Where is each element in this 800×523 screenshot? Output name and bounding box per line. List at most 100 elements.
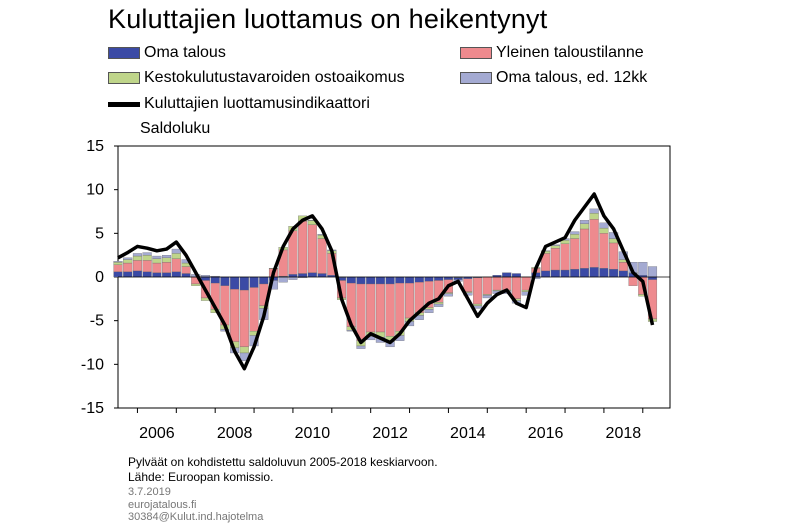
bar-kesto: [434, 302, 444, 305]
bar-yleinen: [123, 262, 133, 272]
x-tick-label: 2014: [450, 425, 486, 442]
bar-yleinen: [570, 238, 580, 270]
chart-title: Kuluttajien luottamus on heikentynyt: [108, 4, 548, 34]
bar-oma: [356, 276, 366, 285]
legend-swatch-oma-talous-12kk: [460, 72, 492, 84]
bar-oma12: [647, 266, 658, 278]
footer-source: Lähde: Euroopan komissio.: [128, 470, 274, 484]
bar-oma: [210, 276, 220, 284]
bar-oma: [181, 273, 191, 278]
bar-oma: [123, 271, 133, 278]
series-line-luottamusindikaattori: [117, 192, 655, 371]
bar-kesto: [599, 227, 609, 234]
bar-oma12: [638, 262, 648, 276]
legend-label-oma-talous-12kk: Oma talous, ed. 12kk: [496, 69, 648, 86]
footer-note: Pylväät on kohdistettu saldoluvun 2005-2…: [128, 455, 438, 469]
bar-yleinen: [375, 283, 385, 333]
bar-oma: [560, 269, 570, 278]
bar-oma: [375, 276, 385, 285]
bar-oma: [171, 271, 181, 278]
bar-oma: [589, 267, 599, 278]
bar-kesto: [579, 223, 590, 230]
bar-oma: [599, 268, 609, 278]
bar-kesto: [239, 346, 249, 354]
y-tick-label: 10: [86, 182, 104, 199]
bar-yleinen: [560, 243, 570, 271]
legend-swatch-yleinen-taloustilanne: [460, 47, 492, 59]
legend-label-yleinen-taloustilanne: Yleinen taloustilanne: [496, 44, 644, 61]
bar-yleinen: [132, 260, 142, 272]
bar-yleinen: [385, 283, 395, 337]
bar-oma: [434, 276, 444, 281]
bar-yleinen: [609, 242, 619, 270]
chart-legend: Oma talous Yleinen taloustilanne Kestoku…: [108, 44, 708, 122]
legend-item-yleinen-taloustilanne: Yleinen taloustilanne: [460, 44, 644, 62]
bar-oma: [317, 273, 327, 278]
bar-oma: [550, 269, 560, 278]
bar-yleinen: [618, 262, 628, 272]
bar-kesto: [132, 255, 142, 261]
bar-yleinen: [550, 248, 560, 271]
bar-oma: [385, 276, 395, 285]
bar-oma: [414, 276, 424, 283]
bar-yleinen: [230, 289, 240, 342]
legend-label-luottamusindikaattori: Kuluttajien luottamusindikaattori: [144, 95, 370, 112]
bar-oma: [239, 276, 249, 291]
x-tick-label: 2010: [295, 425, 331, 442]
bar-oma: [220, 276, 230, 286]
bar-yleinen: [599, 233, 609, 269]
bar-kesto: [171, 253, 181, 259]
legend-item-oma-talous-12kk: Oma talous, ed. 12kk: [460, 69, 647, 87]
bar-yleinen: [589, 219, 599, 268]
bar-oma12: [132, 253, 142, 257]
x-tick-label: 2018: [606, 425, 642, 442]
bar-yleinen: [152, 262, 162, 273]
bar-oma: [200, 276, 210, 281]
bar-oma: [307, 272, 317, 278]
y-unit-label: Saldoluku: [140, 120, 211, 137]
bar-kesto: [191, 283, 201, 286]
bar-kesto: [589, 213, 599, 220]
x-tick-label: 2016: [528, 425, 564, 442]
y-tick-label: 5: [95, 225, 104, 242]
bar-yleinen: [113, 264, 123, 272]
bar-oma: [366, 276, 376, 285]
bar-oma12: [162, 255, 172, 258]
legend-item-luottamusindikaattori: Kuluttajien luottamusindikaattori: [108, 95, 370, 113]
bar-yleinen: [405, 282, 415, 319]
bar-oma: [132, 270, 142, 278]
bar-yleinen: [473, 277, 483, 305]
bar-oma: [346, 276, 356, 284]
bar-yleinen: [162, 262, 172, 273]
bar-oma: [113, 271, 123, 278]
bar-oma12: [356, 345, 366, 349]
bar-kesto: [550, 245, 560, 249]
bar-oma12: [579, 220, 590, 224]
bar-yleinen: [307, 224, 317, 273]
bar-oma: [424, 276, 434, 282]
bar-oma12: [424, 309, 434, 313]
bar-yleinen: [579, 228, 590, 269]
bar-kesto: [113, 262, 123, 265]
bar-yleinen: [511, 276, 521, 299]
bar-oma: [259, 276, 269, 285]
bar-yleinen: [171, 258, 181, 272]
x-tick-label: 2008: [217, 425, 253, 442]
bar-yleinen: [298, 220, 308, 274]
bar-yleinen: [249, 287, 259, 332]
bar-oma: [511, 273, 521, 278]
y-tick-label: 15: [86, 138, 104, 155]
bar-oma12: [599, 222, 609, 229]
y-tick-label: -15: [81, 400, 104, 417]
bar-yleinen: [628, 276, 638, 286]
bar-oma12: [142, 252, 152, 256]
legend-label-oma-talous: Oma talous: [144, 44, 226, 61]
bar-oma: [618, 270, 628, 278]
bar-oma12: [113, 261, 123, 263]
footer-date: 3.7.2019: [128, 486, 171, 498]
bar-kesto: [123, 259, 133, 264]
bar-yleinen: [356, 283, 366, 341]
bar-oma: [152, 272, 162, 278]
bar-oma: [541, 270, 551, 278]
bar-oma12: [123, 257, 133, 260]
